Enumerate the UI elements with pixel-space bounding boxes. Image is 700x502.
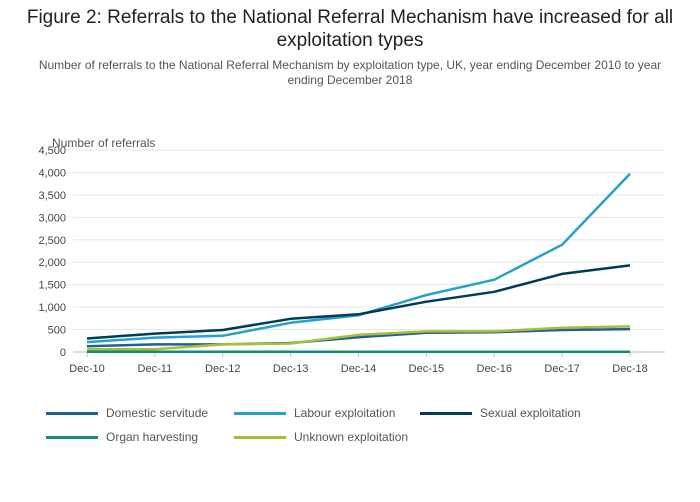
y-tick-label: 3,000	[38, 212, 66, 224]
y-tick-label: 1,000	[38, 302, 66, 314]
y-tick-label: 1,500	[38, 280, 66, 292]
legend-swatch	[46, 435, 98, 439]
legend-item: Labour exploitation	[234, 406, 395, 420]
legend-item: Sexual exploitation	[420, 406, 581, 420]
x-tick-label: Dec-14	[341, 363, 376, 375]
line-chart: Number of referrals 0 500 1,000 1,500 2,000 2…	[38, 136, 665, 375]
y-tick-label: 3,500	[38, 190, 66, 202]
series-lines	[86, 172, 631, 354]
x-tick-label: Dec-13	[273, 363, 308, 375]
legend-item: Unknown exploitation	[234, 430, 408, 444]
legend-swatch	[234, 435, 286, 439]
y-tick-label: 4,000	[38, 167, 66, 179]
x-tick-label: Dec-10	[69, 363, 104, 375]
x-axis-ticks: Dec-10 Dec-11 Dec-12 Dec-13 Dec-14 Dec-15 Dec-…	[69, 352, 648, 375]
chart-subtitle: Number of referrals to the National Refe…	[38, 58, 662, 87]
legend-swatch	[46, 411, 98, 415]
series-line-domestic-servitude	[86, 327, 631, 348]
series-line-sexual-exploitation	[86, 264, 631, 340]
chart-title: Figure 2: Referrals to the National Refe…	[26, 7, 674, 51]
legend-label: Sexual exploitation	[480, 406, 581, 420]
x-tick-label: Dec-11	[138, 363, 173, 375]
y-tick-label: 2,000	[38, 257, 66, 269]
y-tick-label: 2,500	[38, 235, 66, 247]
y-axis-label: Number of referrals	[52, 136, 155, 150]
legend-label: Unknown exploitation	[294, 430, 409, 444]
legend-swatch	[420, 411, 472, 415]
x-tick-label: Dec-12	[205, 363, 240, 375]
series-line-labour-exploitation	[86, 172, 631, 344]
legend-label: Labour exploitation	[294, 406, 396, 420]
legend-item: Organ harvesting	[46, 430, 198, 444]
x-tick-label: Dec-17	[544, 363, 579, 375]
x-tick-label: Dec-15	[409, 363, 444, 375]
y-tick-label: 4,500	[38, 145, 66, 157]
x-tick-label: Dec-16	[477, 363, 512, 375]
y-axis-ticks: 0 500 1,000 1,500 2,000 2,500 3,000 3,500 4,000 4…	[38, 145, 66, 359]
y-tick-label: 0	[60, 347, 66, 359]
series-line-unknown-exploitation	[87, 325, 631, 351]
gridlines	[73, 149, 665, 353]
legend-label: Organ harvesting	[106, 430, 199, 444]
legend-item: Domestic servitude	[46, 406, 208, 420]
x-tick-label: Dec-18	[612, 363, 647, 375]
y-tick-label: 500	[48, 325, 66, 337]
legend-label: Domestic servitude	[106, 406, 209, 420]
legend-swatch	[234, 411, 286, 415]
